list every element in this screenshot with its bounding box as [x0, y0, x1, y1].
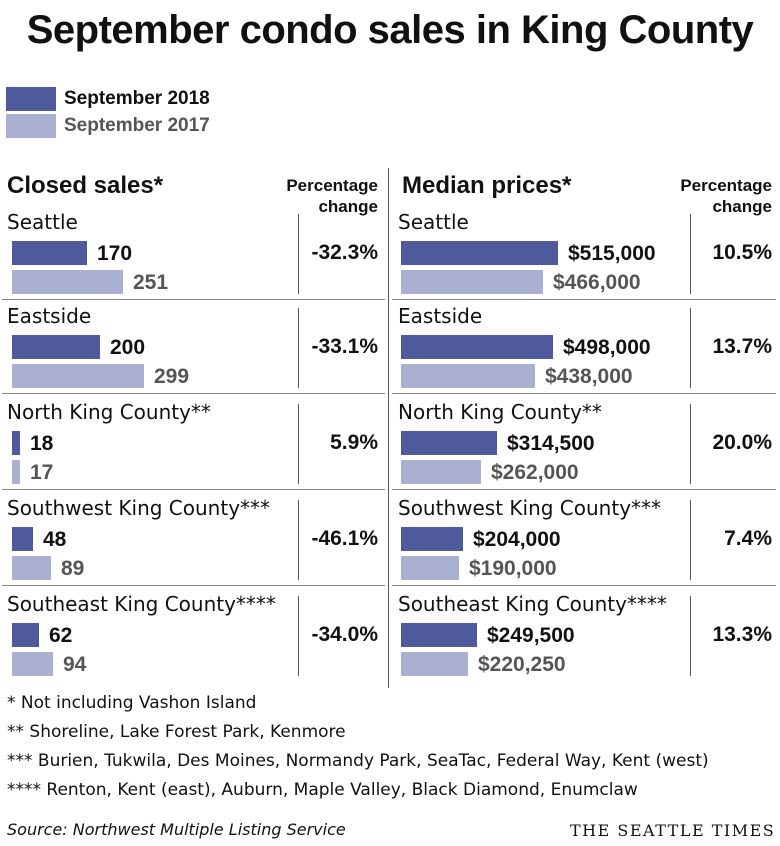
value-label-2018: 18	[30, 432, 54, 455]
row-divider	[690, 308, 691, 388]
panel-divider	[388, 168, 389, 688]
value-label-2017: $220,250	[478, 653, 566, 676]
value-label-2018: $314,500	[507, 432, 595, 455]
bar-2018	[401, 335, 553, 359]
value-label-2017: 17	[30, 461, 54, 484]
value-label-2018: 62	[49, 624, 73, 647]
percentage-change: 13.7%	[712, 335, 772, 358]
row-separator	[392, 585, 776, 586]
region-label: Seattle	[398, 210, 469, 234]
bar-2017	[401, 270, 543, 294]
row-separator	[2, 585, 385, 586]
pct-heading-line-1: Percentage	[286, 176, 378, 195]
region-label: Southwest King County***	[398, 496, 662, 520]
bar-2017	[12, 556, 51, 580]
region-label: Eastside	[7, 304, 92, 328]
median-prices-heading: Median prices*	[402, 172, 572, 199]
percentage-change: 13.3%	[712, 623, 772, 646]
legend-label-2017: September 2017	[64, 115, 210, 136]
bar-2017	[401, 460, 481, 484]
row-divider	[298, 308, 299, 388]
pct-heading-line-1: Percentage	[680, 176, 772, 195]
percentage-change: 10.5%	[712, 241, 772, 264]
row-divider	[298, 596, 299, 676]
row-separator	[392, 489, 776, 490]
source-note: Source: Northwest Multiple Listing Servi…	[7, 820, 346, 839]
bar-2017	[401, 364, 535, 388]
percentage-change: -34.0%	[311, 623, 378, 646]
pct-heading-line-2: change	[318, 197, 378, 216]
bar-2018	[12, 527, 33, 551]
value-label-2017: 251	[133, 271, 169, 294]
region-label: North King County**	[7, 400, 211, 424]
percentage-change: 20.0%	[712, 431, 772, 454]
bar-2017	[12, 270, 123, 294]
row-divider	[298, 214, 299, 294]
region-label: Southeast King County****	[7, 592, 276, 616]
bar-2017	[401, 652, 468, 676]
bar-2018	[401, 431, 497, 455]
row-divider	[690, 404, 691, 484]
legend-swatch-2018	[6, 87, 56, 111]
region-label: North King County**	[398, 400, 602, 424]
percentage-change: -46.1%	[311, 527, 378, 550]
row-divider	[298, 404, 299, 484]
row-divider	[690, 214, 691, 294]
row-divider	[690, 596, 691, 676]
bar-2017	[12, 460, 20, 484]
region-label: Eastside	[398, 304, 483, 328]
bar-2018	[12, 335, 100, 359]
bar-2018	[401, 527, 463, 551]
row-separator	[392, 299, 776, 300]
legend-swatch-2017	[6, 114, 56, 138]
value-label-2017: $466,000	[553, 271, 641, 294]
legend-label-2018: September 2018	[64, 88, 210, 109]
value-label-2018: $249,500	[487, 624, 575, 647]
row-separator	[392, 393, 776, 394]
value-label-2018: $498,000	[563, 336, 651, 359]
median-prices-pct-heading: Percentage change	[640, 175, 772, 217]
region-label: Southwest King County***	[7, 496, 271, 520]
bar-2017	[401, 556, 459, 580]
row-separator	[2, 489, 385, 490]
row-divider	[690, 500, 691, 580]
value-label-2017: $190,000	[469, 557, 557, 580]
pct-heading-line-2: change	[712, 197, 772, 216]
footnote-4: **** Renton, Kent (east), Auburn, Maple …	[7, 780, 638, 800]
row-divider	[298, 500, 299, 580]
bar-2018	[401, 623, 477, 647]
value-label-2018: $515,000	[568, 242, 656, 265]
value-label-2017: 94	[63, 653, 87, 676]
closed-sales-heading: Closed sales*	[7, 172, 164, 199]
percentage-change: -33.1%	[311, 335, 378, 358]
bar-2018	[12, 241, 87, 265]
percentage-change: -32.3%	[311, 241, 378, 264]
bar-2018	[12, 431, 20, 455]
value-label-2018: $204,000	[473, 528, 561, 551]
footnote-1: * Not including Vashon Island	[7, 693, 257, 713]
row-separator	[2, 299, 385, 300]
value-label-2017: 299	[154, 365, 190, 388]
region-label: Seattle	[7, 210, 78, 234]
bar-2017	[12, 652, 53, 676]
value-label-2017: 89	[61, 557, 85, 580]
footnote-2: ** Shoreline, Lake Forest Park, Kenmore	[7, 722, 346, 742]
footnote-3: *** Burien, Tukwila, Des Moines, Normand…	[7, 751, 709, 771]
value-label-2017: $438,000	[545, 365, 633, 388]
value-label-2018: 48	[43, 528, 67, 551]
value-label-2017: $262,000	[491, 461, 579, 484]
bar-2018	[401, 241, 558, 265]
brand-logo: THE SEATTLE TIMES	[570, 821, 776, 840]
percentage-change: 7.4%	[724, 527, 772, 550]
closed-sales-pct-heading: Percentage change	[250, 175, 378, 217]
value-label-2018: 200	[110, 336, 146, 359]
bar-2017	[12, 364, 144, 388]
value-label-2018: 170	[97, 242, 133, 265]
bar-2018	[12, 623, 39, 647]
page-title: September condo sales in King County	[26, 8, 754, 52]
row-separator	[2, 393, 385, 394]
percentage-change: 5.9%	[330, 431, 378, 454]
region-label: Southeast King County****	[398, 592, 667, 616]
